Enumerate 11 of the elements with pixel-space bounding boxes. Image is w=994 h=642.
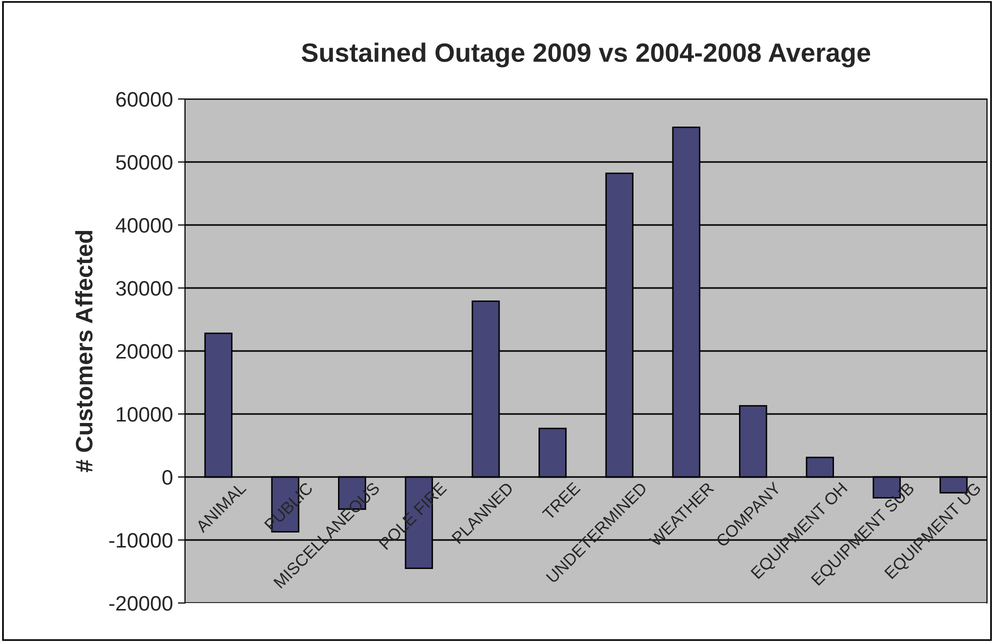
y-tick-label: 50000 <box>116 155 172 170</box>
y-tick-label: 60000 <box>116 92 172 107</box>
y-tick-label: 0 <box>162 470 172 485</box>
y-tick-label: -10000 <box>109 533 172 548</box>
y-tick-label: 20000 <box>116 344 172 359</box>
y-tick-label: 30000 <box>116 281 172 296</box>
y-axis-title: # Customers Affected <box>75 230 93 472</box>
y-tick-label: 10000 <box>116 407 172 422</box>
y-tick-label: -20000 <box>109 596 172 611</box>
chart-title: Sustained Outage 2009 vs 2004-2008 Average <box>302 42 870 68</box>
y-tick-label: 40000 <box>116 218 172 233</box>
